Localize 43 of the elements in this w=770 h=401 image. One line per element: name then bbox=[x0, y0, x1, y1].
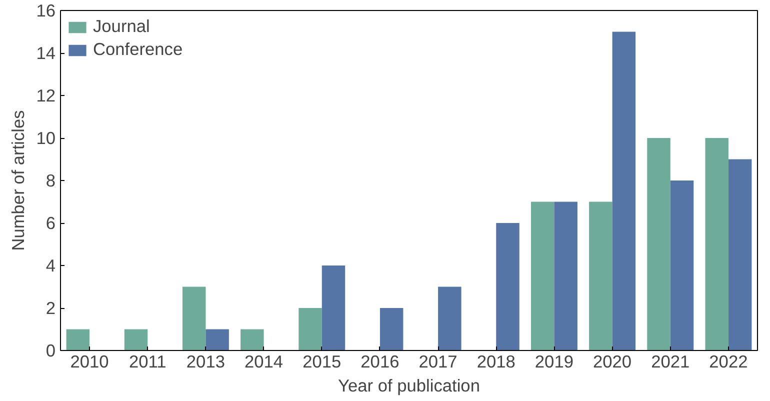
bar bbox=[612, 32, 636, 350]
x-tick-label: 2013 bbox=[186, 352, 225, 372]
legend-label: Conference bbox=[93, 39, 183, 60]
x-tick-label: 2014 bbox=[244, 352, 284, 372]
bar bbox=[380, 308, 404, 350]
x-tick-label: 2018 bbox=[476, 352, 516, 372]
bar bbox=[182, 286, 206, 350]
y-tick-label: 4 bbox=[46, 256, 56, 276]
bar bbox=[124, 329, 148, 350]
x-tick-label: 2017 bbox=[418, 352, 458, 372]
x-tick-label: 2020 bbox=[593, 352, 632, 372]
bar bbox=[705, 138, 728, 350]
y-tick-label: 12 bbox=[36, 86, 56, 106]
bar bbox=[554, 202, 578, 350]
x-tick-label: 2022 bbox=[709, 352, 748, 372]
y-tick-label: 10 bbox=[36, 128, 56, 148]
y-tick-label: 8 bbox=[46, 170, 56, 190]
y-tick-label: 2 bbox=[46, 298, 56, 318]
bar bbox=[438, 286, 462, 350]
x-tick-label: 2016 bbox=[360, 352, 400, 372]
bar bbox=[589, 202, 612, 350]
x-tick-label: 2015 bbox=[302, 352, 342, 372]
x-tick-label: 2021 bbox=[651, 352, 690, 372]
bar bbox=[66, 329, 90, 350]
legend-label: Journal bbox=[93, 16, 150, 37]
x-tick-label: 2010 bbox=[70, 352, 109, 372]
y-tick-label: 6 bbox=[46, 213, 56, 233]
y-axis-title: Number of articles bbox=[8, 110, 28, 251]
x-tick-label: 2011 bbox=[128, 352, 166, 372]
x-axis-title: Year of publication bbox=[338, 376, 480, 396]
bar bbox=[496, 223, 520, 350]
bar bbox=[670, 180, 694, 350]
bar bbox=[647, 138, 670, 350]
bar bbox=[206, 329, 229, 350]
bar bbox=[728, 159, 752, 350]
y-tick-label: 0 bbox=[46, 340, 56, 360]
bar bbox=[322, 266, 346, 350]
bar bbox=[298, 308, 322, 350]
bar bbox=[530, 202, 554, 350]
bar bbox=[240, 329, 264, 350]
y-tick-label: 14 bbox=[36, 43, 56, 63]
y-tick-label: 16 bbox=[36, 0, 56, 20]
x-tick-label: 2019 bbox=[534, 352, 574, 372]
